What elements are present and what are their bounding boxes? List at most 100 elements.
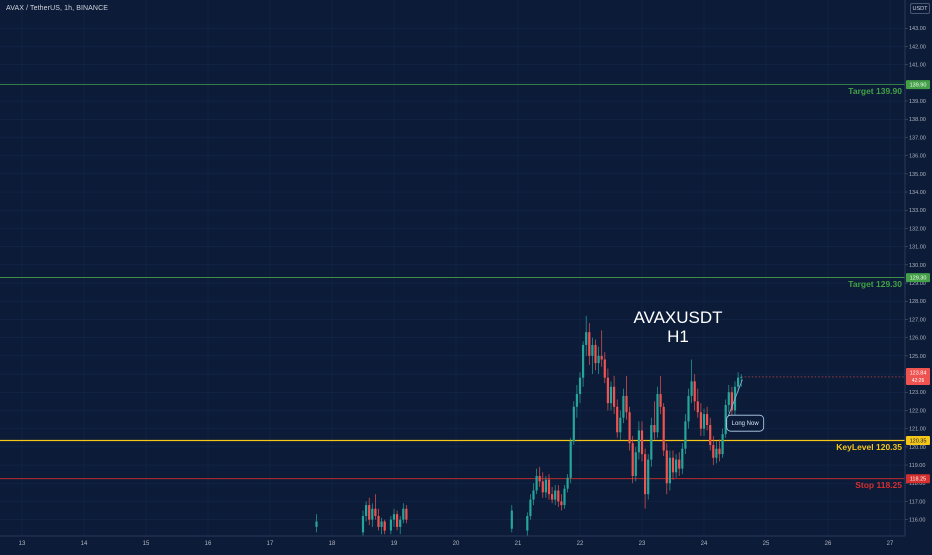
time-axis-tick-label: 25: [763, 541, 770, 547]
candle-body: [606, 377, 609, 404]
candle-body: [575, 394, 578, 407]
candle-body: [681, 448, 684, 469]
time-axis-tick-label: 16: [205, 541, 212, 547]
candle-body: [709, 425, 712, 446]
candle-body: [675, 459, 678, 473]
long-now-callout[interactable]: [726, 414, 765, 432]
price-axis-tick-label: 126.00: [909, 336, 926, 342]
candle-body: [644, 454, 647, 495]
price-axis-tick-label: 133.00: [909, 208, 926, 214]
price-axis-tick-label: 134.00: [909, 190, 926, 196]
symbol-header[interactable]: AVAX / TetherUS, 1h, BINANCE: [6, 5, 109, 12]
candle-body: [640, 430, 644, 455]
level-label: KeyLevel 120.35: [836, 442, 902, 452]
candle-body: [557, 490, 560, 502]
candle-body: [572, 406, 575, 442]
price-axis-tick-label: 131.00: [909, 245, 926, 251]
level-price-tag-label: 139.90: [910, 83, 927, 89]
level-price-tag: [906, 435, 930, 445]
candle-body: [637, 430, 640, 453]
level-price-tag: [906, 80, 930, 90]
candle-body: [619, 417, 622, 433]
price-axis-tick-label: 128.00: [909, 299, 926, 305]
candle-body: [600, 355, 603, 360]
candle-body: [569, 441, 572, 478]
candle-body: [693, 381, 696, 402]
candle-body: [588, 332, 591, 356]
candle-body: [365, 505, 368, 516]
candle-body: [721, 434, 724, 455]
candle-body: [315, 521, 318, 527]
price-axis-tick-label: 120.00: [909, 445, 926, 451]
last-price-tag-label: 123.84: [910, 370, 927, 376]
candle-body: [712, 445, 715, 458]
candle-body: [377, 516, 380, 527]
time-axis-tick-label: 24: [701, 541, 708, 547]
candle-body: [622, 395, 625, 418]
time-axis-tick-label: 26: [825, 541, 832, 547]
price-axis-tick-label: 136.00: [909, 154, 926, 160]
candle-body: [656, 394, 659, 433]
candle-body: [690, 381, 693, 396]
candle-body: [392, 514, 396, 520]
long-now-callout-label: Long Now: [732, 421, 760, 427]
candle-body: [650, 425, 653, 460]
candle-body: [634, 452, 637, 476]
candle-body: [647, 459, 650, 495]
time-axis-tick-label: 17: [267, 541, 274, 547]
currency-badge[interactable]: USDT: [910, 3, 930, 14]
bar-countdown-label: 42:26: [912, 378, 925, 384]
price-axis-tick-label: 129.00: [909, 281, 926, 287]
candle-body: [383, 521, 386, 531]
candle-body: [389, 519, 392, 531]
candle-body: [591, 344, 594, 356]
price-axis-tick-label: 139.00: [909, 99, 926, 105]
candle-body: [715, 448, 718, 458]
candle-body: [368, 505, 371, 520]
candle-body: [532, 490, 535, 500]
time-axis-tick-label: 19: [391, 541, 398, 547]
price-axis-tick-label: 135.00: [909, 172, 926, 178]
candle-body: [361, 516, 365, 533]
level-label: Stop 118.25: [855, 480, 902, 490]
price-axis-panel[interactable]: [905, 0, 932, 536]
candle-body: [659, 394, 662, 407]
time-axis-tick-label: 23: [639, 541, 646, 547]
level-price-tag: [906, 474, 930, 484]
candle-body: [526, 516, 529, 531]
price-axis-tick-label: 142.00: [909, 44, 926, 50]
candle-body: [730, 392, 733, 411]
level-price-tag-label: 120.35: [910, 438, 927, 444]
candle-body: [563, 488, 566, 506]
candle-body: [706, 414, 709, 425]
price-axis-tick-label: 141.00: [909, 63, 926, 69]
candle-body: [402, 508, 405, 520]
candle-body: [380, 521, 383, 527]
price-axis-tick-label: 119.00: [909, 463, 925, 469]
time-axis-tick-label: 18: [329, 541, 336, 547]
candle-body: [541, 481, 544, 493]
annotation-layer: Long Now: [726, 379, 765, 432]
candle-body: [653, 425, 656, 433]
level-label: Target 129.30: [848, 279, 902, 289]
price-tags: 139.90 129.30 120.35 118.25 123.84 42:26: [906, 80, 930, 484]
candle-body: [585, 332, 588, 345]
time-axis-panel[interactable]: [0, 536, 905, 550]
candle-body: [554, 490, 557, 500]
candle-body: [535, 475, 538, 491]
candle-body: [405, 508, 408, 520]
candle-body: [662, 406, 665, 451]
price-axis-tick-label: 116.00: [909, 518, 925, 524]
candle-body: [628, 412, 631, 444]
level-price-tag-label: 118.25: [910, 477, 926, 483]
candle-body: [566, 477, 569, 489]
candle-body: [687, 395, 690, 422]
time-axis-tick-label: 13: [19, 541, 26, 547]
candle-body: [603, 359, 606, 378]
candle-body: [547, 479, 551, 495]
candle-body: [616, 406, 619, 433]
candle-body: [613, 386, 616, 407]
